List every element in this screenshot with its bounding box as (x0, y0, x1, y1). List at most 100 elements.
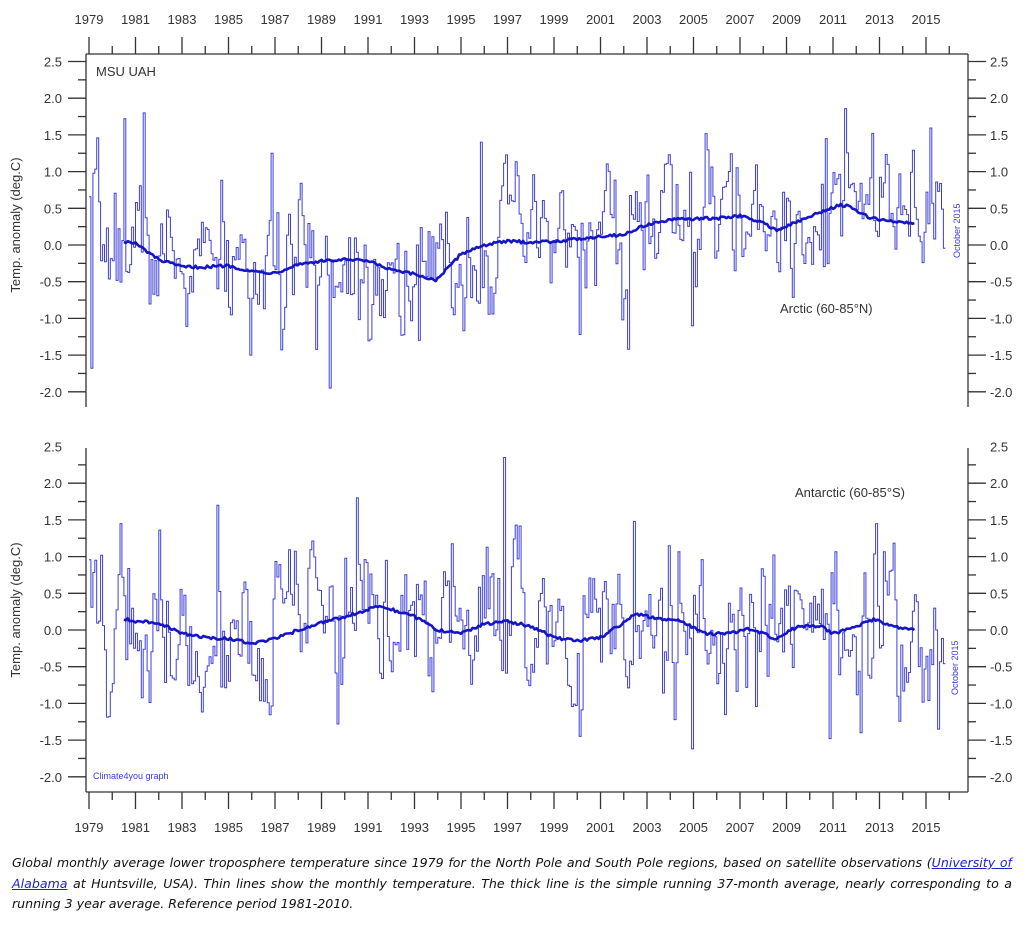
y-tick-label: 2.5 (44, 440, 62, 455)
y-tick-label: 1.0 (990, 165, 1008, 180)
y-tick-label: -0.5 (990, 660, 1012, 675)
arctic-end-date-label: October 2015 (952, 203, 962, 258)
y-tick-label: -1.0 (40, 311, 62, 326)
y-tick-label: 2.0 (44, 91, 62, 106)
caption-text-end: at Huntsville, USA). Thin lines show the… (12, 875, 1012, 912)
arctic-monthly-line (89, 108, 946, 389)
antarctic-monthly-line (89, 457, 946, 750)
x-tick-label: 1979 (75, 12, 104, 27)
antarctic-running-average-line (123, 604, 916, 646)
antarctic-panel: 1979 1981 1983 1985 1987 1989 1991 1993 1995 1997… (8, 440, 1012, 836)
y-tick-label: -1.0 (990, 696, 1012, 711)
y-tick-label: 1.5 (990, 128, 1008, 143)
x-tick-label: 2015 (912, 820, 941, 835)
x-tick-label: 1991 (354, 820, 383, 835)
bottom-x-axis: 1979 1981 1983 1985 1987 1989 1991 1993 1995 1997… (75, 791, 968, 835)
y-tick-label: 0.5 (44, 201, 62, 216)
y-tick-label: 2.5 (44, 55, 62, 70)
x-tick-label: 1989 (307, 12, 336, 27)
y-tick-label: -1.5 (40, 733, 62, 748)
arctic-y-axis-title: Temp. anomaly (deg.C) (8, 157, 23, 292)
x-tick-label: 1989 (307, 820, 336, 835)
x-tick-label: 1985 (214, 12, 243, 27)
chart-title: MSU UAH (96, 64, 156, 79)
x-tick-label: 1981 (121, 12, 150, 27)
y-tick-label: 2.5 (990, 55, 1008, 70)
x-tick-label: 2013 (865, 820, 894, 835)
x-tick-label: 2009 (772, 820, 801, 835)
x-tick-label: 1981 (121, 820, 150, 835)
y-tick-label: 1.5 (44, 513, 62, 528)
antarctic-region-label: Antarctic (60-85°S) (795, 485, 905, 500)
y-tick-label: -1.5 (990, 733, 1012, 748)
y-tick-label: -2.0 (990, 385, 1012, 400)
x-tick-label: 1987 (261, 12, 290, 27)
y-tick-label: -0.5 (40, 275, 62, 290)
y-tick-label: 0.5 (990, 586, 1008, 601)
y-tick-label: 0.5 (44, 586, 62, 601)
y-tick-label: 1.0 (44, 550, 62, 565)
x-tick-label: 1983 (168, 12, 197, 27)
y-tick-label: 2.0 (990, 91, 1008, 106)
x-tick-label: 1993 (400, 820, 429, 835)
x-tick-label: 1995 (447, 12, 476, 27)
x-tick-label: 2001 (586, 12, 615, 27)
x-tick-label: 2015 (912, 12, 941, 27)
y-tick-label: 0.5 (990, 201, 1008, 216)
x-tick-label: 2011 (819, 12, 847, 27)
figure-caption: Global monthly average lower troposphere… (12, 853, 1012, 915)
y-tick-label: 0.0 (990, 623, 1008, 638)
x-tick-label: 1995 (447, 820, 476, 835)
y-tick-label: -0.5 (40, 660, 62, 675)
x-tick-label: 1983 (168, 820, 197, 835)
y-tick-label: 2.5 (990, 440, 1008, 455)
antarctic-y-axis-right: 2.5 2.0 1.5 1.0 0.5 0.0 -0.5 -1.0 -1.5 -2.0 (967, 440, 1012, 792)
x-tick-label: 1993 (400, 12, 429, 27)
x-tick-label: 1979 (75, 820, 104, 835)
x-tick-label: 2003 (633, 12, 662, 27)
y-tick-label: -1.5 (40, 348, 62, 363)
y-tick-label: 1.5 (990, 513, 1008, 528)
y-tick-label: -2.0 (40, 770, 62, 785)
x-tick-label: 2003 (633, 820, 662, 835)
x-tick-label: 2005 (679, 12, 708, 27)
y-tick-label: 0.0 (44, 238, 62, 253)
y-tick-label: -2.0 (40, 385, 62, 400)
y-tick-label: 1.5 (44, 128, 62, 143)
x-tick-label: 1985 (214, 820, 243, 835)
arctic-running-average-line (123, 202, 915, 283)
chart: 1979 1981 1983 1985 1987 1989 1991 1993 1995 1997… (8, 12, 1012, 836)
antarctic-y-axis-title: Temp. anomaly (deg.C) (8, 542, 23, 677)
antarctic-end-date-label: October 2015 (950, 640, 960, 695)
x-tick-label: 1997 (493, 12, 522, 27)
source-credit: Climate4you graph (93, 771, 169, 781)
y-tick-label: -1.0 (40, 696, 62, 711)
y-tick-label: 0.0 (990, 238, 1008, 253)
y-tick-label: 2.0 (990, 476, 1008, 491)
x-tick-label: 1987 (261, 820, 290, 835)
antarctic-y-axis-left: 2.5 2.0 1.5 1.0 0.5 0.0 -0.5 -1.0 -1.5 -2.0 (40, 440, 87, 792)
y-tick-label: 1.0 (990, 550, 1008, 565)
x-tick-label: 2011 (819, 820, 847, 835)
x-tick-label: 2013 (865, 12, 894, 27)
top-x-axis: 1979 1981 1983 1985 1987 1989 1991 1993 1995 1997… (75, 12, 968, 55)
x-tick-label: 1999 (540, 12, 569, 27)
x-tick-label: 2001 (586, 820, 615, 835)
x-tick-label: 2005 (679, 820, 708, 835)
x-tick-label: 1997 (493, 820, 522, 835)
x-tick-label: 2007 (726, 820, 755, 835)
x-tick-label: 2009 (772, 12, 801, 27)
arctic-panel: 1979 1981 1983 1985 1987 1989 1991 1993 1995 1997… (8, 12, 1012, 407)
arctic-y-axis-left: 2.5 2.0 1.5 1.0 0.5 0.0 -0.5 -1.0 -1.5 -2.0 (40, 54, 87, 407)
y-tick-label: 0.0 (44, 623, 62, 638)
y-tick-label: -0.5 (990, 275, 1012, 290)
x-tick-label: 1991 (354, 12, 383, 27)
y-tick-label: 1.0 (44, 165, 62, 180)
arctic-region-label: Arctic (60-85°N) (780, 301, 873, 316)
university-of-alabama-link[interactable]: University of Alabama (12, 855, 1012, 891)
y-tick-label: -2.0 (990, 770, 1012, 785)
y-tick-label: -1.5 (990, 348, 1012, 363)
caption-text-start: Global monthly average lower troposphere… (12, 855, 932, 870)
x-tick-label: 2007 (726, 12, 755, 27)
y-tick-label: 2.0 (44, 476, 62, 491)
